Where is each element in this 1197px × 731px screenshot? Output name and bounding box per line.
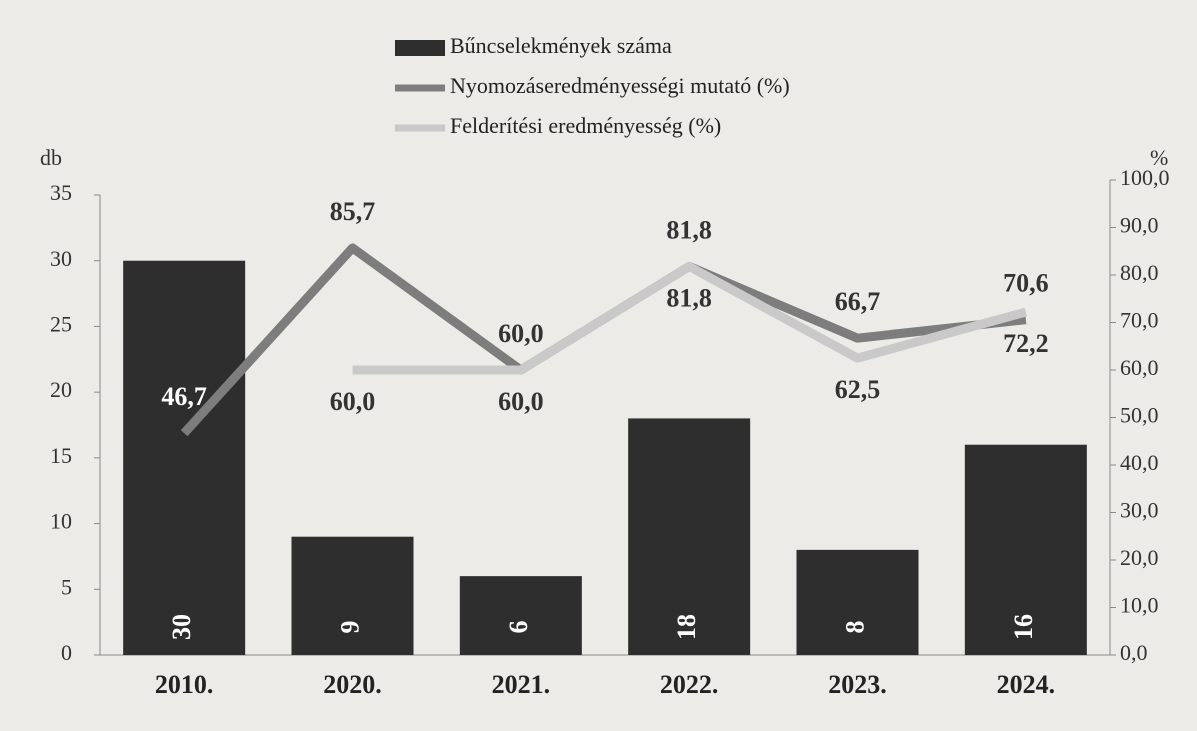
y-tick-label: 5 xyxy=(61,574,72,599)
bar xyxy=(292,537,414,655)
x-tick-label: 2024. xyxy=(997,670,1056,699)
line-value-label: 85,7 xyxy=(330,197,376,226)
y2-tick-label: 70,0 xyxy=(1120,308,1159,333)
bar-value-label: 8 xyxy=(840,621,869,634)
y2-tick-label: 60,0 xyxy=(1120,355,1159,380)
y-tick-label: 0 xyxy=(61,640,72,665)
line-value-label: 70,6 xyxy=(1003,269,1049,298)
x-tick-label: 2020. xyxy=(323,670,382,699)
legend-label: Bűncselekmények száma xyxy=(450,33,672,58)
bar-value-label: 18 xyxy=(672,614,701,640)
line-value-label: 46,7 xyxy=(161,382,207,411)
legend-swatch xyxy=(395,40,445,56)
line-value-label: 66,7 xyxy=(835,287,881,316)
line-value-label: 62,5 xyxy=(835,375,881,404)
y2-tick-label: 20,0 xyxy=(1120,545,1159,570)
line-value-label: 81,8 xyxy=(666,283,712,312)
y-axis-title: db xyxy=(40,145,62,170)
line-value-label: 81,8 xyxy=(666,215,712,244)
x-tick-label: 2010. xyxy=(155,670,214,699)
y2-tick-label: 90,0 xyxy=(1120,213,1159,238)
bar-value-label: 16 xyxy=(1009,614,1038,640)
y-tick-label: 15 xyxy=(50,443,72,468)
bar-value-label: 9 xyxy=(335,621,364,634)
y-tick-label: 35 xyxy=(50,180,72,205)
line-value-label: 60,0 xyxy=(498,387,544,416)
y2-tick-label: 40,0 xyxy=(1120,450,1159,475)
bar xyxy=(123,261,245,655)
legend-label: Felderítési eredményesség (%) xyxy=(450,113,721,138)
y-tick-label: 10 xyxy=(50,509,72,534)
y2-tick-label: 50,0 xyxy=(1120,403,1159,428)
y2-tick-label: 80,0 xyxy=(1120,260,1159,285)
x-tick-label: 2023. xyxy=(828,670,887,699)
line-value-label: 72,2 xyxy=(1003,329,1049,358)
legend-label: Nyomozáseredményességi mutató (%) xyxy=(450,73,790,98)
y-tick-label: 25 xyxy=(50,311,72,336)
chart: db % 051015202530350,010,020,030,040,050… xyxy=(0,0,1197,731)
bar-value-label: 6 xyxy=(504,621,533,634)
bar xyxy=(460,576,582,655)
y-tick-label: 30 xyxy=(50,246,72,271)
x-tick-label: 2021. xyxy=(492,670,551,699)
y2-tick-label: 100,0 xyxy=(1120,165,1170,190)
line-value-label: 60,0 xyxy=(498,319,544,348)
y2-tick-label: 0,0 xyxy=(1120,640,1148,665)
x-tick-label: 2022. xyxy=(660,670,719,699)
y2-tick-label: 30,0 xyxy=(1120,498,1159,523)
bar xyxy=(797,550,919,655)
y2-tick-label: 10,0 xyxy=(1120,593,1159,618)
line-value-label: 60,0 xyxy=(330,387,376,416)
bar-value-label: 30 xyxy=(167,614,196,640)
y-tick-label: 20 xyxy=(50,377,72,402)
